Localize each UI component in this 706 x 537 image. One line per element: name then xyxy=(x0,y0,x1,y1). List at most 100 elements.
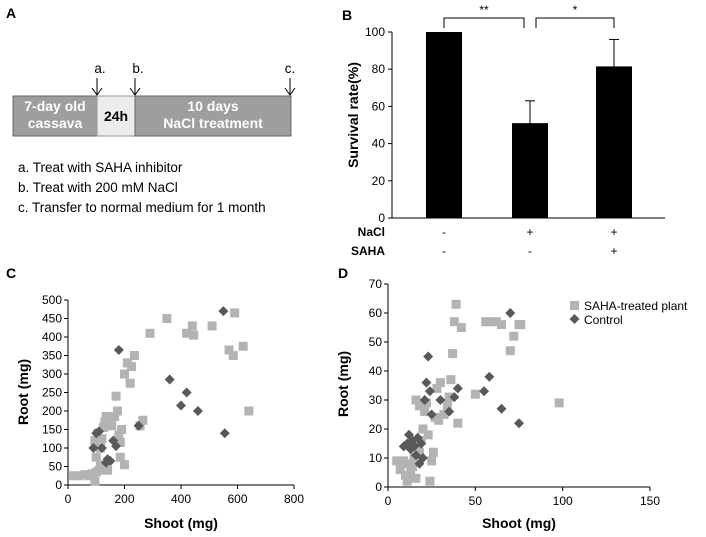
chart-d-point-saha xyxy=(425,476,435,486)
chart-c-point-saha xyxy=(110,412,120,422)
chart-c-point-saha xyxy=(138,415,148,425)
chart-d-plot: 0 10 20 30 40 50 60 70 0 50 100 150 xyxy=(369,277,661,508)
chart-c-point-control xyxy=(94,426,105,437)
chart-d-point-saha xyxy=(395,465,405,475)
marker-a-label: a. xyxy=(94,61,105,76)
marker-b-label: b. xyxy=(132,61,143,76)
chart-d-point-saha xyxy=(414,401,424,411)
chart-d-point-saha xyxy=(432,383,442,393)
chart-d-point-control xyxy=(423,351,434,362)
legend-control-label: Control xyxy=(584,313,623,327)
chart-d-xtick-label: 100 xyxy=(553,494,573,508)
chart-d-point-control xyxy=(435,395,446,405)
chart-c-ytick-label: 50 xyxy=(49,460,63,474)
chart-b-ytick-label: 80 xyxy=(372,62,386,76)
panel-a: A 7-day old cassava 24h 10 days NaCl tre… xyxy=(6,5,296,215)
timeline-box-nacl-line2: NaCl treatment xyxy=(163,115,263,131)
chart-d-xtick-label: 150 xyxy=(640,494,660,508)
chart-d-point-saha xyxy=(456,323,466,332)
chart-c-xtick-label: 0 xyxy=(65,492,72,506)
chart-b-condition-label: NaCl xyxy=(358,225,385,239)
chart-c-point-saha xyxy=(207,321,217,331)
chart-d-point-saha xyxy=(446,375,456,385)
timeline-box-seedling xyxy=(12,95,98,137)
chart-b-ytick-label: 0 xyxy=(378,211,385,225)
chart-d-point-control xyxy=(424,386,435,397)
panel-c: C Root (mg) Shoot (mg) 0 50 100 150 200 250 30… xyxy=(6,265,304,531)
chart-c-ytick-label: 200 xyxy=(42,404,62,418)
chart-c-xtick-label: 800 xyxy=(284,492,304,506)
timeline-24h-label: 24h xyxy=(104,108,128,124)
chart-d-point-saha xyxy=(434,415,444,425)
chart-c-ytick-label: 300 xyxy=(42,367,62,381)
chart-d-point-saha xyxy=(491,317,501,327)
chart-c-point-saha xyxy=(182,328,192,338)
chart-d-point-control xyxy=(421,377,432,388)
timeline-box-24h xyxy=(96,95,136,137)
chart-b-bar xyxy=(426,32,462,218)
chart-c-point-saha xyxy=(103,465,113,475)
chart-c-point-control xyxy=(133,420,144,431)
chart-c-point-saha xyxy=(90,436,100,446)
chart-b-ylabel: Survival rate(%) xyxy=(345,62,361,168)
chart-d-point-saha xyxy=(554,398,564,408)
chart-c-point-saha xyxy=(230,308,240,318)
chart-d-point-saha xyxy=(418,424,428,434)
chart-c-point-saha xyxy=(189,330,199,340)
chart-c-point-saha xyxy=(162,314,172,323)
chart-c-point-control xyxy=(111,441,122,452)
chart-d-xlabel: Shoot (mg) xyxy=(482,515,556,531)
timeline-box-seedling-line1: 7-day old xyxy=(24,98,85,114)
chart-d-ytick-label: 50 xyxy=(369,335,383,349)
panel-letter-d: D xyxy=(338,265,348,281)
chart-c-point-saha xyxy=(115,452,125,462)
chart-c-point-control xyxy=(164,374,175,385)
chart-c-point-saha xyxy=(187,321,197,331)
chart-d-point-saha xyxy=(505,346,515,356)
chart-b-significance-bracket xyxy=(443,17,525,28)
chart-b-ytick-label: 60 xyxy=(372,99,386,113)
chart-d-point-saha xyxy=(411,395,421,405)
chart-c-point-control xyxy=(176,400,186,411)
chart-b-condition-value: - xyxy=(528,244,532,258)
chart-d-point-control xyxy=(426,409,437,420)
chart-d-point-saha xyxy=(407,462,417,472)
chart-c-point-control xyxy=(113,344,124,355)
chart-d-point-saha xyxy=(444,392,454,402)
chart-c-ytick-label: 0 xyxy=(55,478,62,492)
chart-b-condition-value: - xyxy=(442,225,446,239)
chart-d-ytick-label: 10 xyxy=(369,451,383,465)
chart-b-ytick-label: 20 xyxy=(372,174,386,188)
chart-d-point-control xyxy=(505,308,516,318)
timeline-box-nacl-line1: 10 days xyxy=(187,98,239,114)
chart-d-xtick-label: 50 xyxy=(469,494,483,508)
chart-d-point-control xyxy=(449,392,460,403)
chart-d-ytick-label: 20 xyxy=(369,422,383,436)
chart-d-point-saha xyxy=(451,299,461,309)
chart-b-condition-value: + xyxy=(610,244,617,258)
chart-d-point-saha xyxy=(423,430,433,440)
chart-c-point-saha xyxy=(107,421,117,431)
chart-c-point-saha xyxy=(69,471,79,481)
chart-c-point-saha xyxy=(95,460,105,470)
chart-c-point-saha xyxy=(114,430,124,440)
chart-c-point-saha xyxy=(120,369,129,379)
marker-c-arrow-icon xyxy=(284,87,296,96)
chart-c-point-control xyxy=(88,443,99,453)
chart-c-point-saha xyxy=(127,362,137,372)
chart-d-point-control xyxy=(416,438,427,449)
chart-d-point-saha xyxy=(509,331,519,341)
timeline-box-nacl xyxy=(134,95,292,137)
chart-b-ytick-label: 100 xyxy=(365,25,385,39)
chart-c-point-saha xyxy=(97,434,107,444)
chart-d-point-control xyxy=(419,395,430,405)
chart-d-point-saha xyxy=(392,456,402,466)
chart-c-point-saha xyxy=(125,378,135,388)
chart-c-xlabel: Shoot (mg) xyxy=(144,515,218,531)
chart-c-point-control xyxy=(96,443,107,453)
chart-c-point-saha xyxy=(238,341,248,351)
panel-b: B Survival rate(%) 0 20 40 60 80 100 NaCl - + + SA… xyxy=(342,3,665,258)
chart-c-point-saha xyxy=(117,425,127,434)
marker-c-label: c. xyxy=(285,61,296,76)
